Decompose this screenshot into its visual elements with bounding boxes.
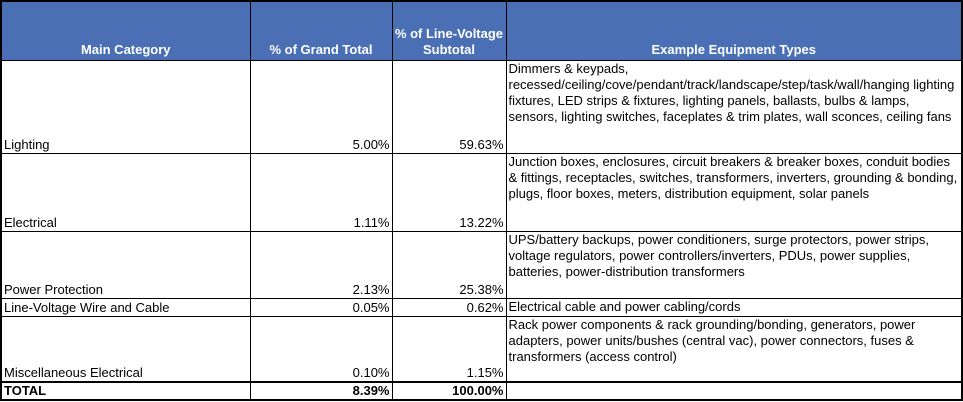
table-row: Miscellaneous Electrical 0.10% 1.15% Rack p… — [0, 316, 963, 382]
table-row: Power Protection 2.13% 25.38% UPS/battery b… — [0, 231, 963, 299]
header-cell: Example Equipment Types — [505, 0, 963, 61]
cell: 13.22% — [391, 153, 507, 232]
header-cell: % of Grand Total — [249, 0, 393, 61]
cell: 1.11% — [249, 153, 393, 232]
cell: 5.00% — [249, 60, 393, 154]
cell: 0.62% — [391, 298, 507, 317]
header-cell: % of Line-Voltage Subtotal — [391, 0, 507, 61]
header-cell: Main Category — [0, 0, 251, 61]
cell: Lighting — [0, 60, 251, 154]
cell: Junction boxes, enclosures, circuit brea… — [505, 153, 963, 232]
table-row: Electrical 1.11% 13.22% Junction boxes, enc… — [0, 153, 963, 232]
cell: Line-Voltage Wire and Cable — [0, 298, 251, 317]
empty-cell — [505, 380, 963, 400]
cell: 59.63% — [391, 60, 507, 154]
cell: Power Protection — [0, 231, 251, 299]
cell: UPS/battery backups, power conditioners,… — [505, 231, 963, 299]
cell: 0.05% — [249, 298, 393, 317]
header-row: Main Category% of Grand Total% of Line-V… — [0, 0, 963, 61]
total-cell: 8.39% — [249, 380, 393, 400]
cell: Miscellaneous Electrical — [0, 316, 251, 382]
cell: Electrical cable and power cabling/cords — [505, 298, 963, 317]
total-row: TOTAL 8.39% 100.00% — [0, 380, 963, 400]
cell: 0.10% — [249, 316, 393, 382]
cell: 1.15% — [391, 316, 507, 382]
table-row: Lighting 5.00% 59.63% Dimmers & keypads, re… — [0, 60, 963, 154]
cell: Rack power components & rack grounding/b… — [505, 316, 963, 382]
total-cell: 100.00% — [391, 380, 507, 400]
cell: Electrical — [0, 153, 251, 232]
total-cell: TOTAL — [0, 380, 251, 400]
table-row: Line-Voltage Wire and Cable 0.05% 0.62% Ele… — [0, 298, 963, 317]
cell: 25.38% — [391, 231, 507, 299]
cell: 2.13% — [249, 231, 393, 299]
cell: Dimmers & keypads, recessed/ceiling/cove… — [505, 60, 963, 154]
